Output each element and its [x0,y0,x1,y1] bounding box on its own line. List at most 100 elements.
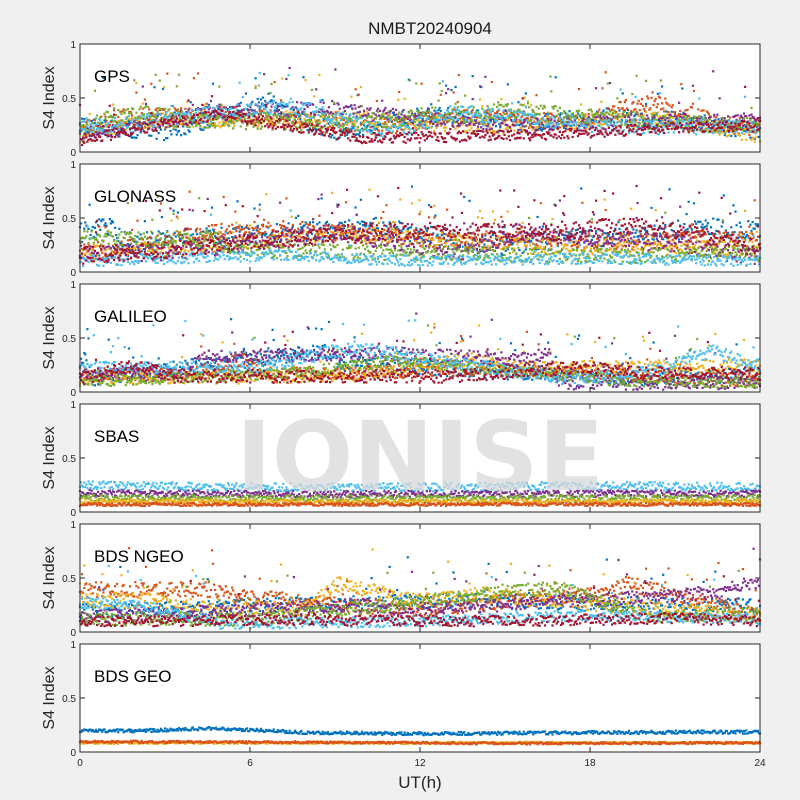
data-point [298,121,301,124]
data-point [524,92,527,95]
data-point [742,117,746,120]
data-point [497,115,500,118]
data-point [455,137,458,140]
data-point [167,119,170,122]
data-point [259,114,262,117]
data-point [136,134,139,137]
data-point [203,104,206,107]
data-point [167,115,170,118]
data-point [712,132,715,135]
data-point [409,226,413,229]
data-point [464,115,467,118]
data-point [365,129,368,132]
data-point [264,100,267,103]
data-point [376,125,380,128]
data-point [228,113,232,117]
data-point [436,118,439,121]
data-point [425,127,428,130]
data-point [333,102,336,105]
data-point [708,116,712,119]
data-point [249,120,252,123]
data-point [405,123,408,126]
data-point [377,131,381,135]
data-point [277,108,281,112]
data-point [152,125,155,128]
data-point [680,115,683,118]
data-point [355,137,358,140]
data-point [254,102,257,106]
data-point [622,111,625,114]
data-point [288,101,291,104]
data-point [420,82,423,85]
data-point [144,122,148,125]
data-point [530,104,533,107]
data-point [521,125,524,128]
data-point [508,126,511,129]
data-point [436,120,439,124]
data-point [133,124,136,127]
data-point [496,112,499,115]
data-point [169,113,172,116]
data-point [646,114,649,117]
data-point [416,119,419,122]
data-point [471,120,474,123]
data-point [138,108,141,111]
data-point [519,103,522,106]
data-point [82,140,85,143]
data-point [327,119,331,122]
data-point [191,120,194,123]
data-point [224,122,227,125]
data-point [515,116,518,119]
data-point [557,113,560,116]
data-point [86,126,89,129]
data-point [358,135,361,138]
data-point [682,114,685,117]
data-point [696,119,699,122]
data-point [140,124,143,127]
data-point [680,126,683,129]
data-point [734,114,737,117]
data-point [290,108,293,111]
data-point [730,124,733,127]
data-point [139,115,142,118]
data-point [388,113,391,116]
data-point [263,73,266,76]
data-point [425,229,428,232]
data-point [526,100,530,103]
data-point [554,133,557,136]
data-point [219,113,222,116]
data-point [335,121,338,124]
data-point [123,124,126,127]
data-point [239,114,242,117]
data-point [82,126,85,129]
data-point [200,109,203,112]
data-point [567,124,570,127]
data-point [370,129,373,132]
data-point [180,109,183,112]
data-point [93,119,96,122]
data-point [459,131,463,135]
data-point [666,113,669,116]
data-point [424,120,427,123]
data-point [598,120,601,123]
data-point [530,113,533,116]
data-point [357,105,360,109]
data-point [282,101,285,104]
data-point [264,117,267,120]
data-point [511,134,514,137]
data-point [564,111,567,114]
data-point [125,116,128,119]
data-point [323,236,326,239]
data-point [106,232,109,235]
data-point [251,120,254,123]
data-point [158,125,161,128]
data-point [136,235,139,238]
data-point [599,114,602,117]
data-point [319,115,322,118]
data-point [717,118,720,121]
data-point [535,105,538,108]
data-point [342,227,345,230]
data-point [94,221,98,224]
data-point [356,221,359,224]
data-point [89,123,92,126]
